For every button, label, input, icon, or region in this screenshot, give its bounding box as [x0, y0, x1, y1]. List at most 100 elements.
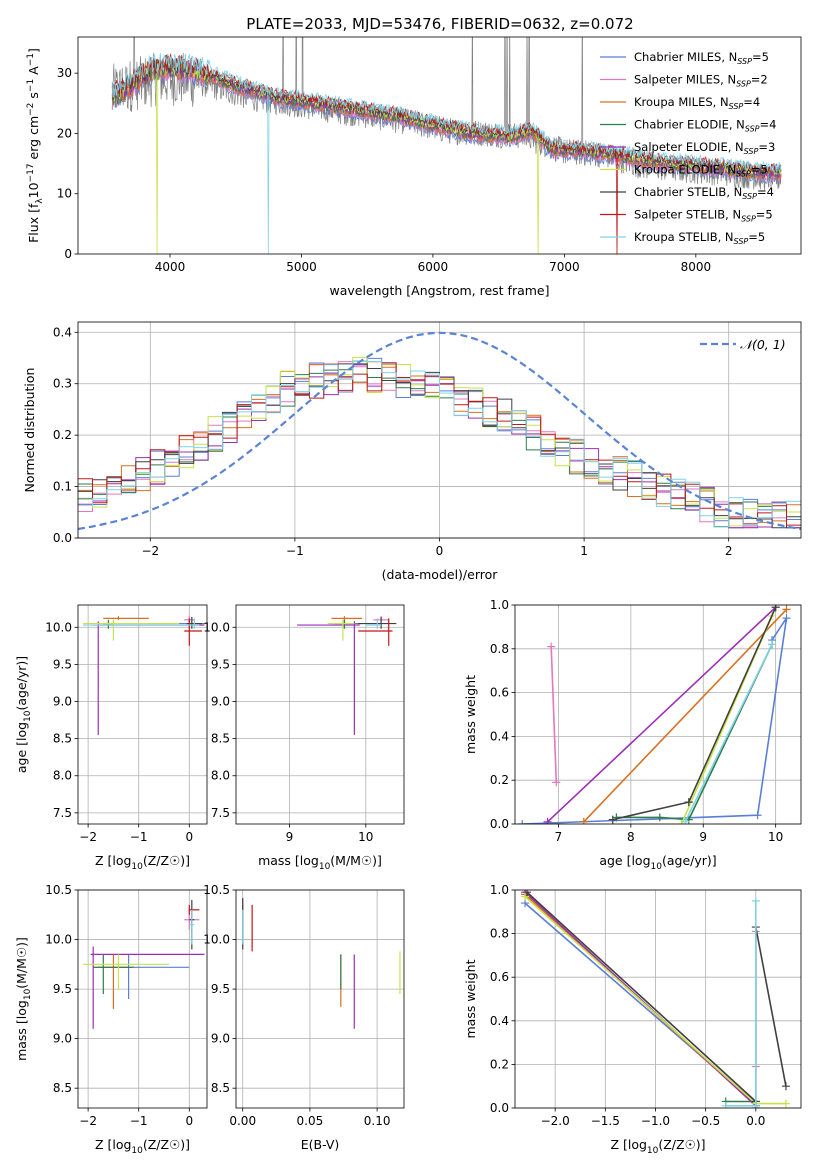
x-tick-label: 10	[768, 830, 783, 844]
x-axis-label-sub: 10	[651, 862, 663, 872]
legend-count: =5	[748, 230, 765, 244]
mass-weight-marker	[518, 820, 527, 824]
mass-weight-line	[612, 606, 777, 821]
x-axis-label-text: age [log	[599, 853, 650, 868]
y-tick-label: 0.8	[490, 642, 509, 656]
y-tick-label: 10	[57, 187, 72, 201]
x-axis-label: mass [log10(M/M☉)]	[258, 853, 382, 872]
y-tick-label: 0.2	[490, 1057, 509, 1071]
x-tick-label: −0.5	[691, 1114, 720, 1128]
x-tick-label: 0.0	[746, 1114, 765, 1128]
residual-histogram	[78, 360, 801, 528]
legend-name: Chabrier MILES, N	[634, 50, 737, 64]
x-tick-label: 7000	[549, 260, 580, 274]
x-axis-label-sub: 10	[131, 1146, 143, 1156]
grid-lines	[515, 604, 801, 825]
x-tick-label: 0.05	[297, 1114, 324, 1128]
y-tick-label: 0.4	[490, 729, 509, 743]
y-axis-label-part: erg cm	[26, 116, 41, 164]
y-tick-label: 10.0	[45, 620, 72, 634]
y-tick-label: 0.1	[53, 480, 72, 494]
x-axis-label: E(B-V)	[301, 1137, 340, 1152]
y-tick-label: 10.0	[45, 933, 72, 947]
axes-frame	[235, 889, 405, 1109]
y-axis-label-text: mass [log	[14, 1000, 29, 1061]
mass-weight-marker	[721, 1101, 730, 1108]
axes: −2 −1 07.58.08.59.09.510.0Z [log10(Z/Z☉)]a…	[14, 604, 208, 872]
y-tick-label: 0.2	[53, 428, 72, 442]
legend-sub: SSP	[742, 192, 757, 201]
x-axis-label-tail: (M/M☉)]	[330, 853, 382, 868]
plot-area	[111, 37, 782, 254]
x-axis-label: Z [log10(Z/Z☉)]	[95, 853, 190, 872]
plot-area	[78, 331, 801, 531]
x-axis-label-text: mass [log	[258, 853, 319, 868]
x-axis-label-text: Z [log	[95, 1137, 131, 1152]
panel-spectrum: 4000 5000 6000 7000 8000 0 10 20 30 wavelength [A…	[26, 36, 802, 298]
grid-lines	[236, 889, 404, 1108]
mass-weight-line	[725, 900, 757, 1107]
y-tick-label: 0.2	[490, 773, 509, 787]
x-tick-label: 8	[627, 830, 635, 844]
panel-mass_vs_Z: −2 −1 08.59.09.510.010.5Z [log10(Z/Z☉)]mas…	[14, 883, 208, 1156]
y-tick-label: 9.5	[211, 657, 230, 671]
y-axis-label-part: 10	[26, 182, 41, 198]
y-tick-label: 0.8	[490, 927, 509, 941]
x-axis-label: age [log10(age/yr)]	[599, 853, 716, 872]
mass-weight-marker	[608, 815, 617, 824]
legend-sub: SSP	[734, 237, 749, 246]
y-axis-label-part: A	[26, 66, 41, 79]
legend-label: Kroupa STELIB, NSSP=5	[634, 230, 765, 246]
x-tick-label: 0.00	[229, 1114, 256, 1128]
mass-weight-marker	[547, 642, 556, 651]
y-tick-label: 0.6	[490, 970, 509, 984]
x-axis-label: Z [log10(Z/Z☉)]	[610, 1137, 705, 1156]
axes: 4000 5000 6000 7000 8000 0 10 20 30 wavelength [A…	[26, 36, 802, 298]
y-axis-label-part: −1	[26, 79, 36, 92]
legend-label: Salpeter STELIB, NSSP=5	[634, 208, 773, 224]
mass-weight-line	[550, 646, 558, 783]
panel-age_vs_Z: −2 −1 07.58.08.59.09.510.0Z [log10(Z/Z☉)]a…	[14, 604, 208, 872]
legend-sub: SSP	[741, 215, 756, 224]
y-axis-label-part: ]	[26, 48, 41, 53]
x-tick-label: −2.0	[541, 1114, 570, 1128]
y-tick-label: 0.4	[490, 1014, 509, 1028]
mass-weight-marker	[768, 640, 777, 649]
model-spectrum-line	[111, 53, 782, 254]
y-axis-label-sub: 10	[23, 988, 33, 1000]
axes-frame	[77, 604, 208, 825]
y-tick-label: 20	[57, 126, 72, 140]
y-axis-label-text: mass weight	[463, 675, 478, 754]
mass-weight-marker	[684, 798, 693, 807]
x-axis-label-sub: 10	[647, 1146, 659, 1156]
axes: −2.0 −1.5 −1.0 −0.5 0.0 0.0 0.2 0.4 0.6 0.8 1.0 Z […	[463, 883, 802, 1156]
x-tick-label: −1.0	[641, 1114, 670, 1128]
axes-frame	[514, 604, 802, 825]
y-tick-label: 10.0	[203, 620, 230, 634]
mass-weight-marker	[771, 605, 780, 612]
plot-area	[518, 605, 791, 824]
panel-massweight_vs_Z: −2.0 −1.5 −1.0 −0.5 0.0 0.0 0.2 0.4 0.6 0.8 1.0 Z […	[463, 883, 802, 1156]
y-tick-label: 9.5	[53, 982, 72, 996]
x-tick-label: −2	[141, 544, 159, 558]
y-tick-label: 10.5	[45, 883, 72, 897]
axes: −2 −1 0 1 2 0.0 0.1 0.2 0.3 0.4 𝒩(0, 1) (data-model…	[22, 321, 802, 582]
y-axis-label-text: mass weight	[463, 959, 478, 1038]
y-axis-label-text: age [log	[14, 722, 29, 773]
mass-weight-marker	[781, 1099, 790, 1108]
y-tick-label: 9.5	[211, 982, 230, 996]
panel-residuals: −2 −1 0 1 2 0.0 0.1 0.2 0.3 0.4 𝒩(0, 1) (data-model…	[22, 321, 802, 582]
x-axis-label-tail: (Z/Z☉)]	[143, 853, 190, 868]
legend-label: Chabrier MILES, NSSP=5	[634, 50, 769, 66]
legend-count: =5	[756, 208, 773, 222]
x-tick-label: 4000	[155, 260, 186, 274]
y-axis-label: age [log10(age/yr)]	[14, 656, 33, 773]
legend-count: =3	[758, 140, 775, 154]
mass-weight-marker	[579, 817, 588, 824]
mass-weight-marker	[751, 1101, 760, 1108]
legend-sub: SSP	[744, 147, 759, 156]
x-tick-label: 0	[436, 544, 444, 558]
